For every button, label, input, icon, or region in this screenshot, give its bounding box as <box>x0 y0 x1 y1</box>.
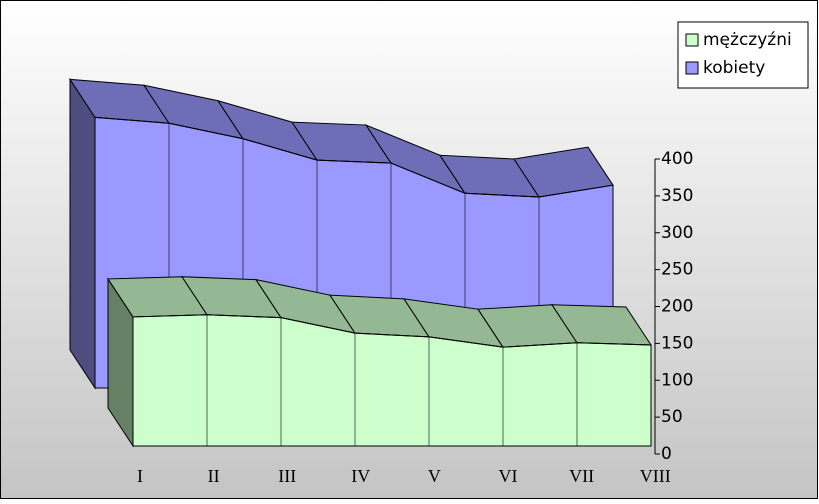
y-tick-label: 400 <box>661 149 693 169</box>
x-tick-label: VIII <box>640 466 671 486</box>
plot <box>69 77 652 448</box>
y-tick-label: 50 <box>661 407 683 427</box>
x-tick-label: IV <box>351 466 370 486</box>
legend-label: mężczyźni <box>703 30 792 50</box>
y-tick-label: 200 <box>661 297 693 317</box>
side-face <box>69 77 96 390</box>
x-tick-label: V <box>428 466 441 486</box>
legend-swatch <box>685 61 699 75</box>
y-tick-label: 0 <box>661 444 672 464</box>
x-tick-label: VII <box>569 466 594 486</box>
y-tick-label: 350 <box>661 186 693 206</box>
legend <box>677 21 809 89</box>
x-tick-label: II <box>208 466 220 486</box>
area-line <box>132 314 652 348</box>
y-tick-label: 150 <box>661 333 693 353</box>
legend-swatch <box>685 33 699 47</box>
x-tick-label: VI <box>499 466 518 486</box>
y-tick-label: 250 <box>661 260 693 280</box>
y-tick-label: 300 <box>661 223 693 243</box>
y-tick-label: 100 <box>661 370 693 390</box>
x-tick-label: I <box>137 466 143 486</box>
legend-label: kobiety <box>703 58 765 78</box>
area-line <box>94 116 614 198</box>
x-tick-label: III <box>278 466 296 486</box>
